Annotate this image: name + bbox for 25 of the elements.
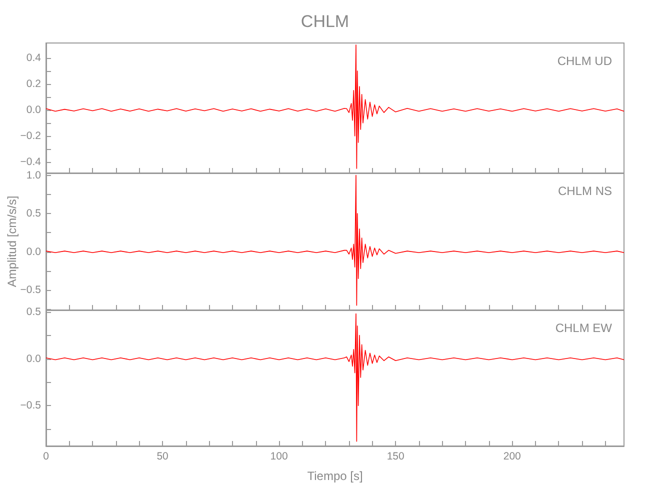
y-tick-label: −0.4 [20,156,42,168]
annotation: CHLM UD [557,54,612,68]
x-tick-label: 200 [503,450,522,462]
y-tick-label: 0.2 [26,78,42,90]
x-tick-label: 100 [270,450,288,462]
x-tick-label: 150 [386,450,405,462]
y-tick-label: 0.0 [26,352,42,365]
annotation: CHLM EW [555,321,613,335]
x-tick-label: 0 [43,450,50,462]
y-tick-label: 0.5 [26,306,42,318]
y-tick-label: −0.2 [20,130,42,142]
x-tick-label: 50 [156,450,169,462]
y-tick-label: 0.0 [26,104,42,116]
y-tick-label: 0.5 [26,208,42,220]
y-axis-title: Amplitud [cm/s/s] [5,196,19,288]
y-tick-label: 0.0 [26,246,42,258]
y-tick-label: −0.5 [20,400,42,412]
y-tick-label: 0.4 [26,52,42,64]
annotation: CHLM NS [558,184,612,198]
y-tick-label: −0.5 [20,284,42,296]
line-series [46,44,624,169]
chart-title: CHLM [300,12,350,31]
line-series [46,313,624,442]
x-axis-title: Tiempo [s] [307,469,363,483]
y-tick-label: 1.0 [26,169,42,182]
